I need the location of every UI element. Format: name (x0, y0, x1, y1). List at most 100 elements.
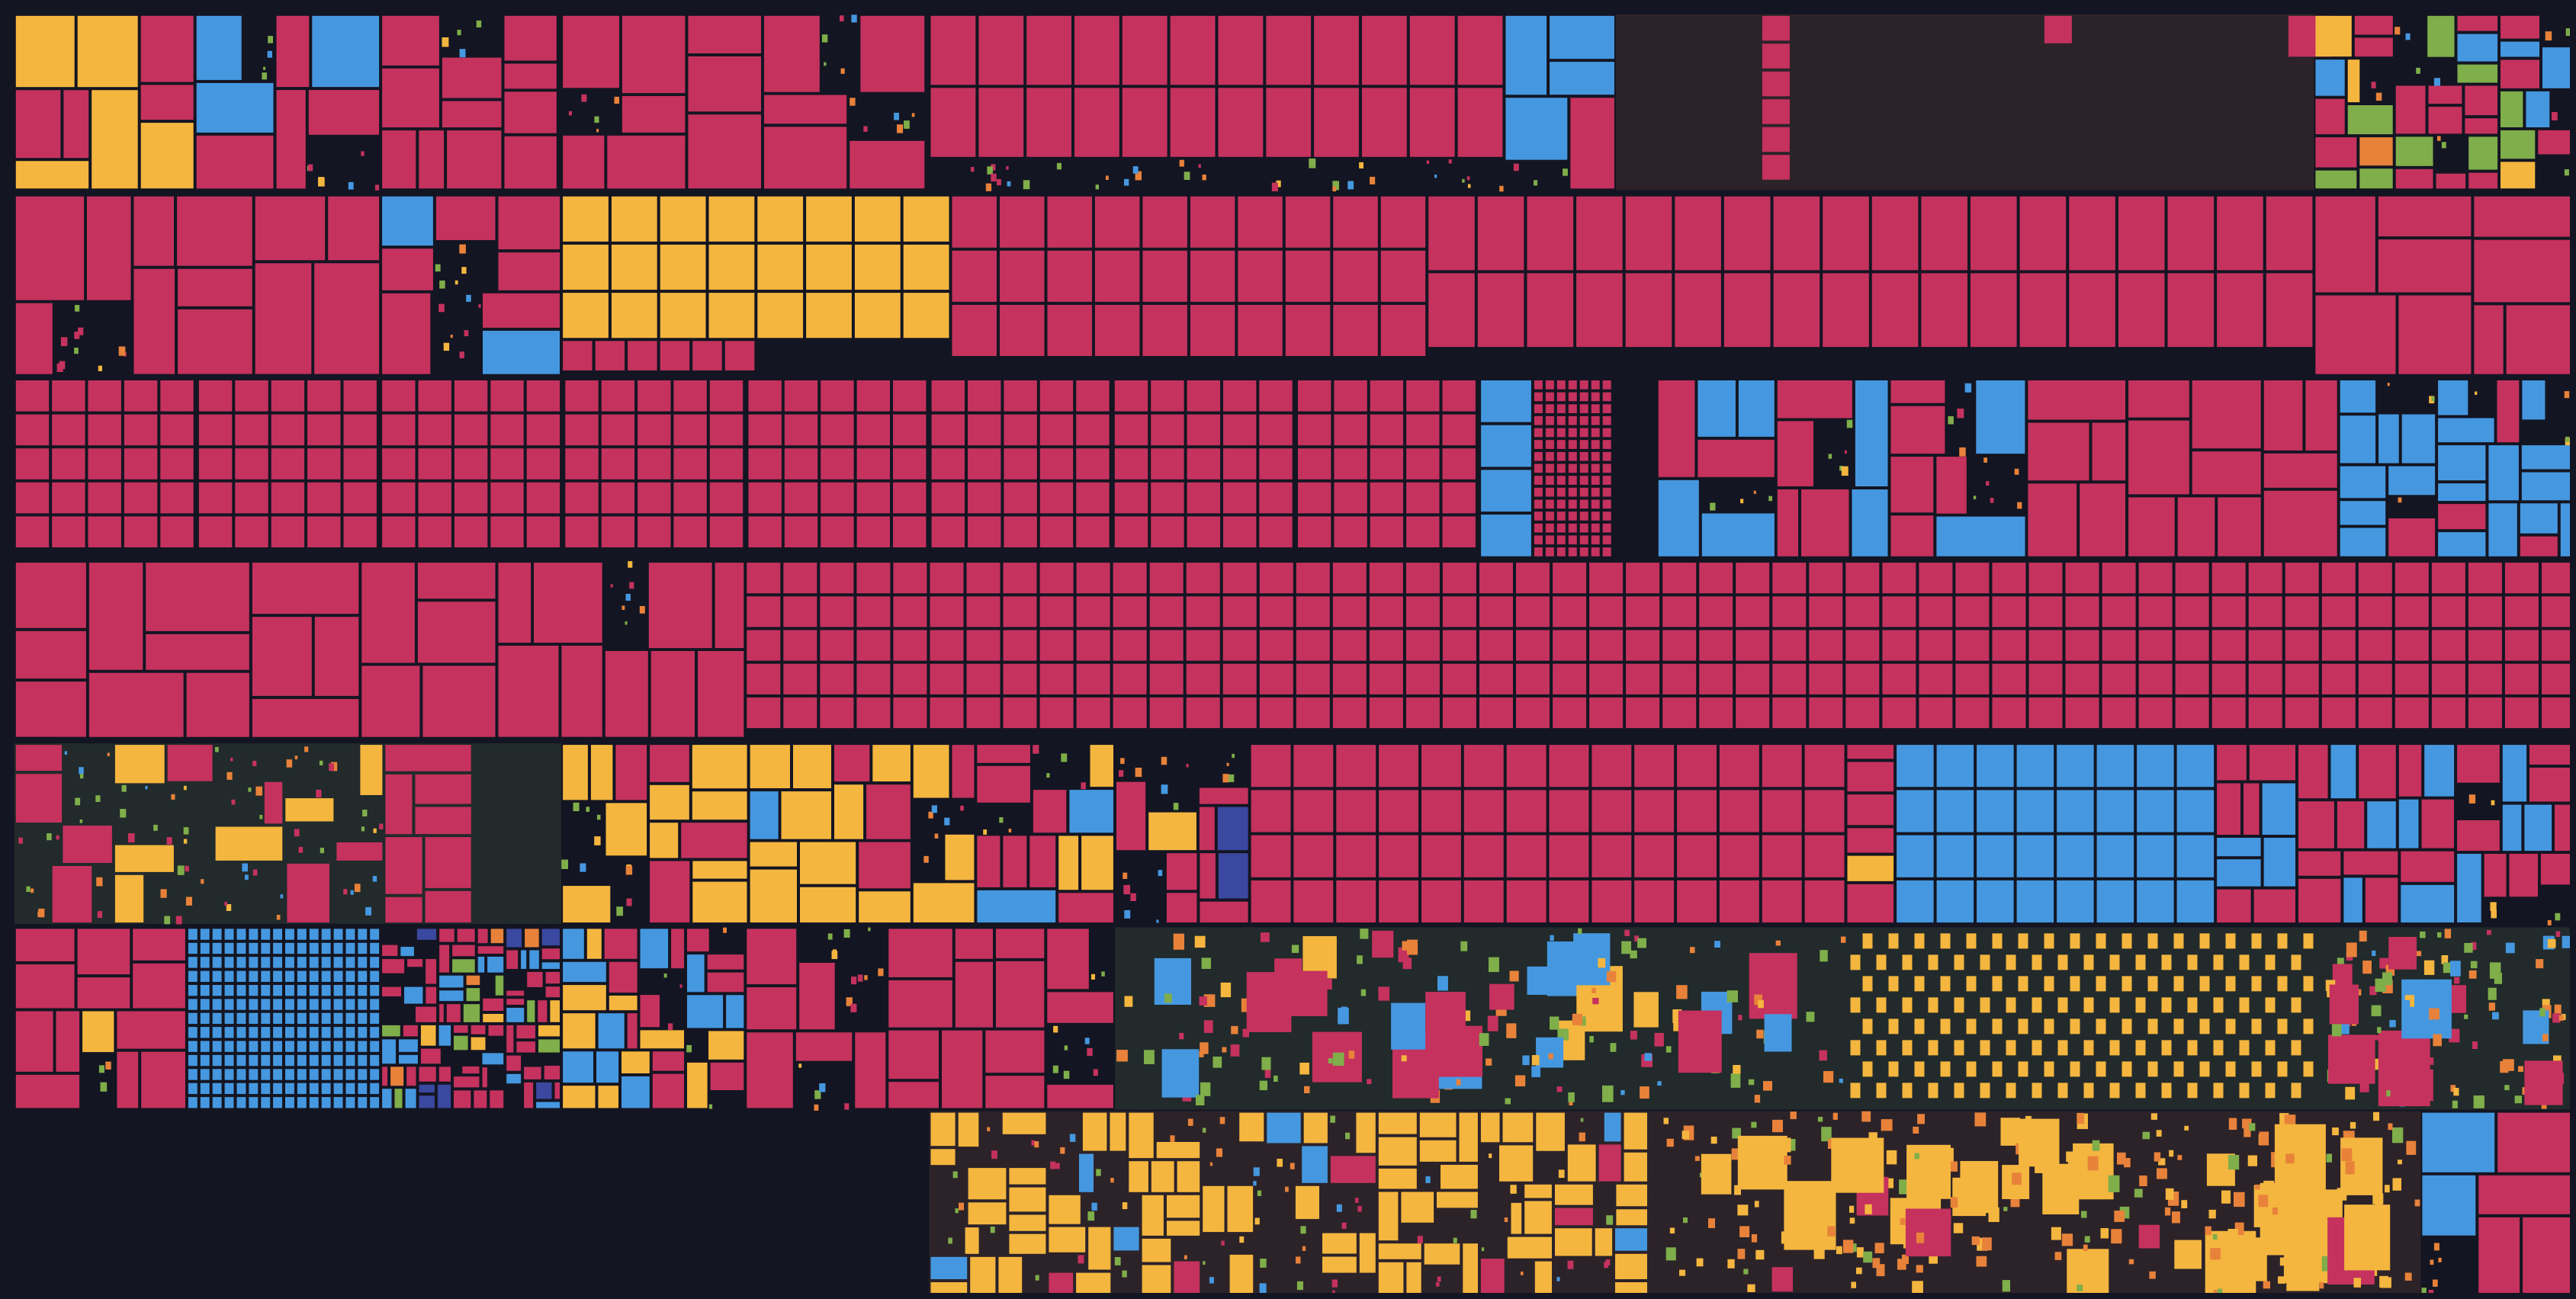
treemap-cell (1804, 880, 1845, 923)
treemap-cell (1506, 1023, 1517, 1038)
treemap-cell (681, 823, 747, 858)
treemap-small-cell (1259, 1283, 1267, 1293)
treemap-cell (2006, 1040, 2016, 1056)
treemap-cell (1222, 663, 1257, 694)
treemap-cell (1114, 482, 1148, 514)
treemap-cell (285, 1097, 294, 1108)
treemap-cell (2465, 118, 2497, 134)
treemap-cell (1831, 1137, 1884, 1193)
treemap-cell (1553, 697, 1587, 729)
treemap-cell (931, 482, 965, 514)
treemap-cell (1634, 835, 1675, 877)
treemap-cell (454, 516, 488, 547)
treemap-cell (1545, 415, 1554, 425)
treemap-cell (297, 1054, 307, 1066)
treemap-cell (385, 837, 422, 894)
treemap-cell (56, 1011, 80, 1072)
treemap-cell (1862, 933, 1873, 949)
treemap-cell (2541, 1102, 2547, 1109)
treemap-small-cell (1122, 1270, 1127, 1278)
treemap-cell (692, 745, 747, 789)
treemap-cell (345, 1082, 355, 1095)
treemap-cell (1902, 1254, 1909, 1265)
treemap-cell (1850, 1040, 1861, 1056)
treemap-cell (1809, 663, 1843, 694)
treemap-cell (2199, 1061, 2210, 1077)
treemap-cell (2138, 563, 2173, 594)
treemap-small-cell (1055, 1163, 1060, 1169)
treemap-cell (1259, 448, 1293, 480)
treemap-cell (321, 1069, 331, 1080)
treemap-small-cell (1986, 481, 1990, 486)
treemap-cell (2266, 273, 2313, 348)
treemap-cell (1549, 835, 1589, 877)
treemap-cell (1370, 380, 1404, 412)
treemap-small-cell (263, 66, 266, 70)
treemap-cell (200, 1082, 210, 1095)
treemap-cell (160, 482, 194, 514)
treemap-cell (2457, 64, 2498, 83)
treemap-cell (1406, 516, 1440, 547)
treemap-cell (2211, 697, 2246, 729)
treemap-cell (2388, 518, 2436, 556)
treemap-cell (124, 448, 158, 480)
treemap-cell (196, 15, 242, 80)
treemap-cell (2438, 532, 2486, 556)
treemap-cell (526, 448, 560, 480)
treemap-small-cell (1046, 773, 1050, 778)
treemap-cell (1545, 392, 1554, 402)
treemap-cell (1545, 487, 1554, 497)
treemap-cell (955, 929, 993, 959)
treemap-cell (2321, 663, 2356, 694)
treemap-cell (607, 135, 686, 189)
treemap-cell (255, 263, 312, 374)
treemap-cell (2006, 997, 2016, 1013)
treemap-cell (1239, 1112, 1264, 1142)
treemap-cell (784, 516, 818, 547)
treemap-cell (2084, 1236, 2090, 1243)
treemap-cell (2165, 1188, 2174, 1200)
treemap-cell (1379, 745, 1418, 787)
treemap-cell (1662, 663, 1697, 694)
treemap-cell (1568, 404, 1577, 413)
treemap-cell (1940, 933, 1951, 949)
treemap-cell (1545, 428, 1554, 438)
treemap-cell (1719, 790, 1759, 832)
treemap-cell (1442, 380, 1476, 412)
treemap-small-cell (372, 876, 377, 882)
treemap-small-cell (1130, 893, 1136, 901)
treemap-cell (1187, 482, 1220, 514)
treemap-cell (1579, 463, 1588, 473)
treemap-cell (420, 1025, 436, 1046)
treemap-cell (856, 448, 890, 480)
treemap-cell (2346, 942, 2357, 957)
treemap-small-cell (987, 1127, 991, 1131)
treemap-cell (1378, 1243, 1421, 1259)
treemap-cell (2147, 1061, 2158, 1077)
treemap-cell (1334, 482, 1367, 514)
treemap-small-cell (1489, 1153, 1492, 1159)
treemap-cell (1772, 630, 1807, 661)
treemap-cell (692, 341, 722, 370)
treemap-cell (1914, 1153, 1919, 1159)
treemap-cell (1579, 535, 1588, 545)
treemap-cell (273, 999, 282, 1010)
treemap-cell (1170, 15, 1216, 85)
treemap-cell (1966, 1018, 1977, 1034)
treemap-cell (124, 414, 158, 446)
treemap-cell (1527, 966, 1550, 995)
treemap-small-cell (1964, 383, 1972, 393)
treemap-cell (390, 1066, 404, 1086)
treemap-cell (2187, 1082, 2198, 1099)
treemap-cell (2253, 889, 2295, 923)
treemap-cell (261, 957, 271, 968)
treemap-cell (2398, 799, 2419, 848)
treemap-cell (2326, 1153, 2332, 1163)
treemap-cell (1756, 1029, 1764, 1039)
treemap-cell (188, 957, 198, 968)
treemap-cell (198, 380, 233, 412)
treemap-cell (1555, 1184, 1593, 1205)
treemap-small-cell (98, 1065, 104, 1073)
treemap-cell (2109, 1040, 2120, 1056)
treemap-cell (2497, 380, 2520, 443)
